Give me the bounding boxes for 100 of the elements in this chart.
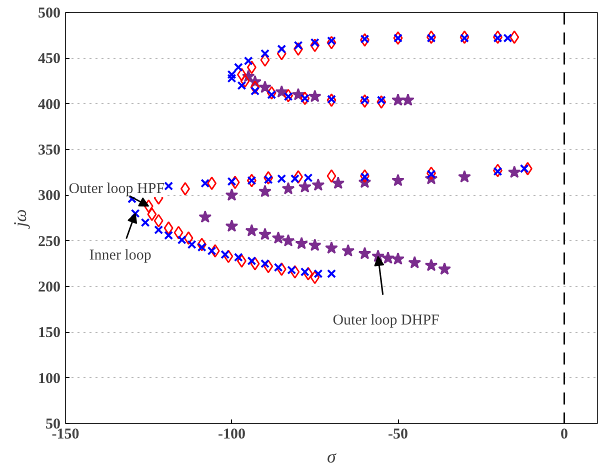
- point: [295, 236, 308, 250]
- point: [246, 174, 256, 188]
- y-tick-label: 350: [38, 142, 60, 158]
- y-tick-label: 250: [38, 234, 60, 250]
- point: [130, 208, 140, 218]
- point: [458, 170, 471, 183]
- point: [360, 34, 370, 44]
- point: [312, 178, 325, 191]
- point: [230, 176, 240, 190]
- point: [284, 92, 293, 102]
- point: [260, 259, 270, 268]
- point: [522, 162, 532, 176]
- point: [267, 90, 276, 100]
- point: [247, 176, 256, 186]
- annotation: Outer loop HPF: [68, 181, 165, 198]
- point: [310, 270, 320, 284]
- point: [246, 60, 256, 74]
- point: [174, 226, 184, 240]
- point: [300, 267, 310, 276]
- point: [276, 46, 286, 60]
- point: [147, 208, 157, 222]
- point: [332, 176, 345, 189]
- point: [376, 96, 386, 105]
- point: [258, 228, 272, 240]
- point: [264, 260, 274, 274]
- point: [224, 250, 234, 264]
- point: [326, 36, 336, 50]
- point: [184, 231, 194, 245]
- point: [342, 244, 355, 256]
- point: [266, 86, 276, 100]
- point: [144, 199, 154, 213]
- point: [260, 53, 270, 67]
- point: [290, 174, 300, 184]
- point: [277, 174, 286, 184]
- point: [245, 224, 258, 236]
- point: [493, 166, 502, 176]
- point: [426, 170, 436, 179]
- point: [300, 92, 310, 106]
- point: [282, 234, 295, 246]
- point: [402, 93, 414, 106]
- point: [308, 238, 322, 252]
- point: [314, 269, 323, 278]
- point: [250, 80, 260, 94]
- point: [250, 256, 260, 270]
- point: [220, 250, 230, 260]
- annotation: Outer loop DHPF: [332, 312, 440, 328]
- point: [310, 38, 320, 52]
- point: [358, 246, 372, 260]
- point: [303, 266, 313, 280]
- point: [198, 210, 212, 223]
- point: [200, 178, 210, 188]
- point: [282, 182, 295, 194]
- point: [258, 80, 272, 93]
- point: [277, 44, 286, 54]
- point: [225, 188, 238, 201]
- point: [164, 230, 174, 240]
- point: [227, 70, 236, 80]
- point: [287, 266, 296, 275]
- point: [508, 166, 521, 178]
- point: [360, 96, 370, 105]
- y-tick-label: 150: [38, 325, 60, 342]
- point: [154, 214, 164, 228]
- point: [180, 182, 190, 196]
- point: [392, 174, 404, 186]
- point: [210, 244, 220, 258]
- point: [240, 74, 250, 88]
- point: [227, 74, 236, 83]
- point: [234, 252, 243, 262]
- point: [424, 258, 438, 272]
- y-tick-label: 400: [38, 96, 60, 113]
- point: [225, 219, 238, 232]
- point: [164, 221, 174, 235]
- point: [207, 176, 217, 190]
- point: [294, 40, 303, 50]
- point: [520, 164, 529, 174]
- point: [272, 231, 285, 244]
- y-tick-label: 200: [38, 280, 60, 296]
- x-tick-label: -100: [218, 426, 246, 442]
- y-tick-label: 500: [38, 6, 60, 22]
- point: [376, 95, 386, 109]
- point: [510, 30, 520, 44]
- point: [382, 251, 394, 264]
- y-axis-title: jω: [10, 209, 30, 229]
- point: [290, 265, 300, 279]
- point: [308, 90, 322, 102]
- point: [392, 252, 404, 265]
- point: [438, 262, 452, 275]
- point: [244, 56, 253, 66]
- point: [408, 256, 422, 268]
- point: [264, 175, 273, 184]
- point: [227, 176, 236, 186]
- point: [250, 86, 260, 96]
- point: [304, 173, 313, 182]
- point: [258, 184, 272, 198]
- x-axis-title: σ: [327, 446, 338, 466]
- y-tick-label: 450: [38, 51, 60, 68]
- point: [326, 94, 336, 104]
- point: [236, 254, 246, 268]
- point: [460, 30, 470, 44]
- point: [326, 93, 336, 107]
